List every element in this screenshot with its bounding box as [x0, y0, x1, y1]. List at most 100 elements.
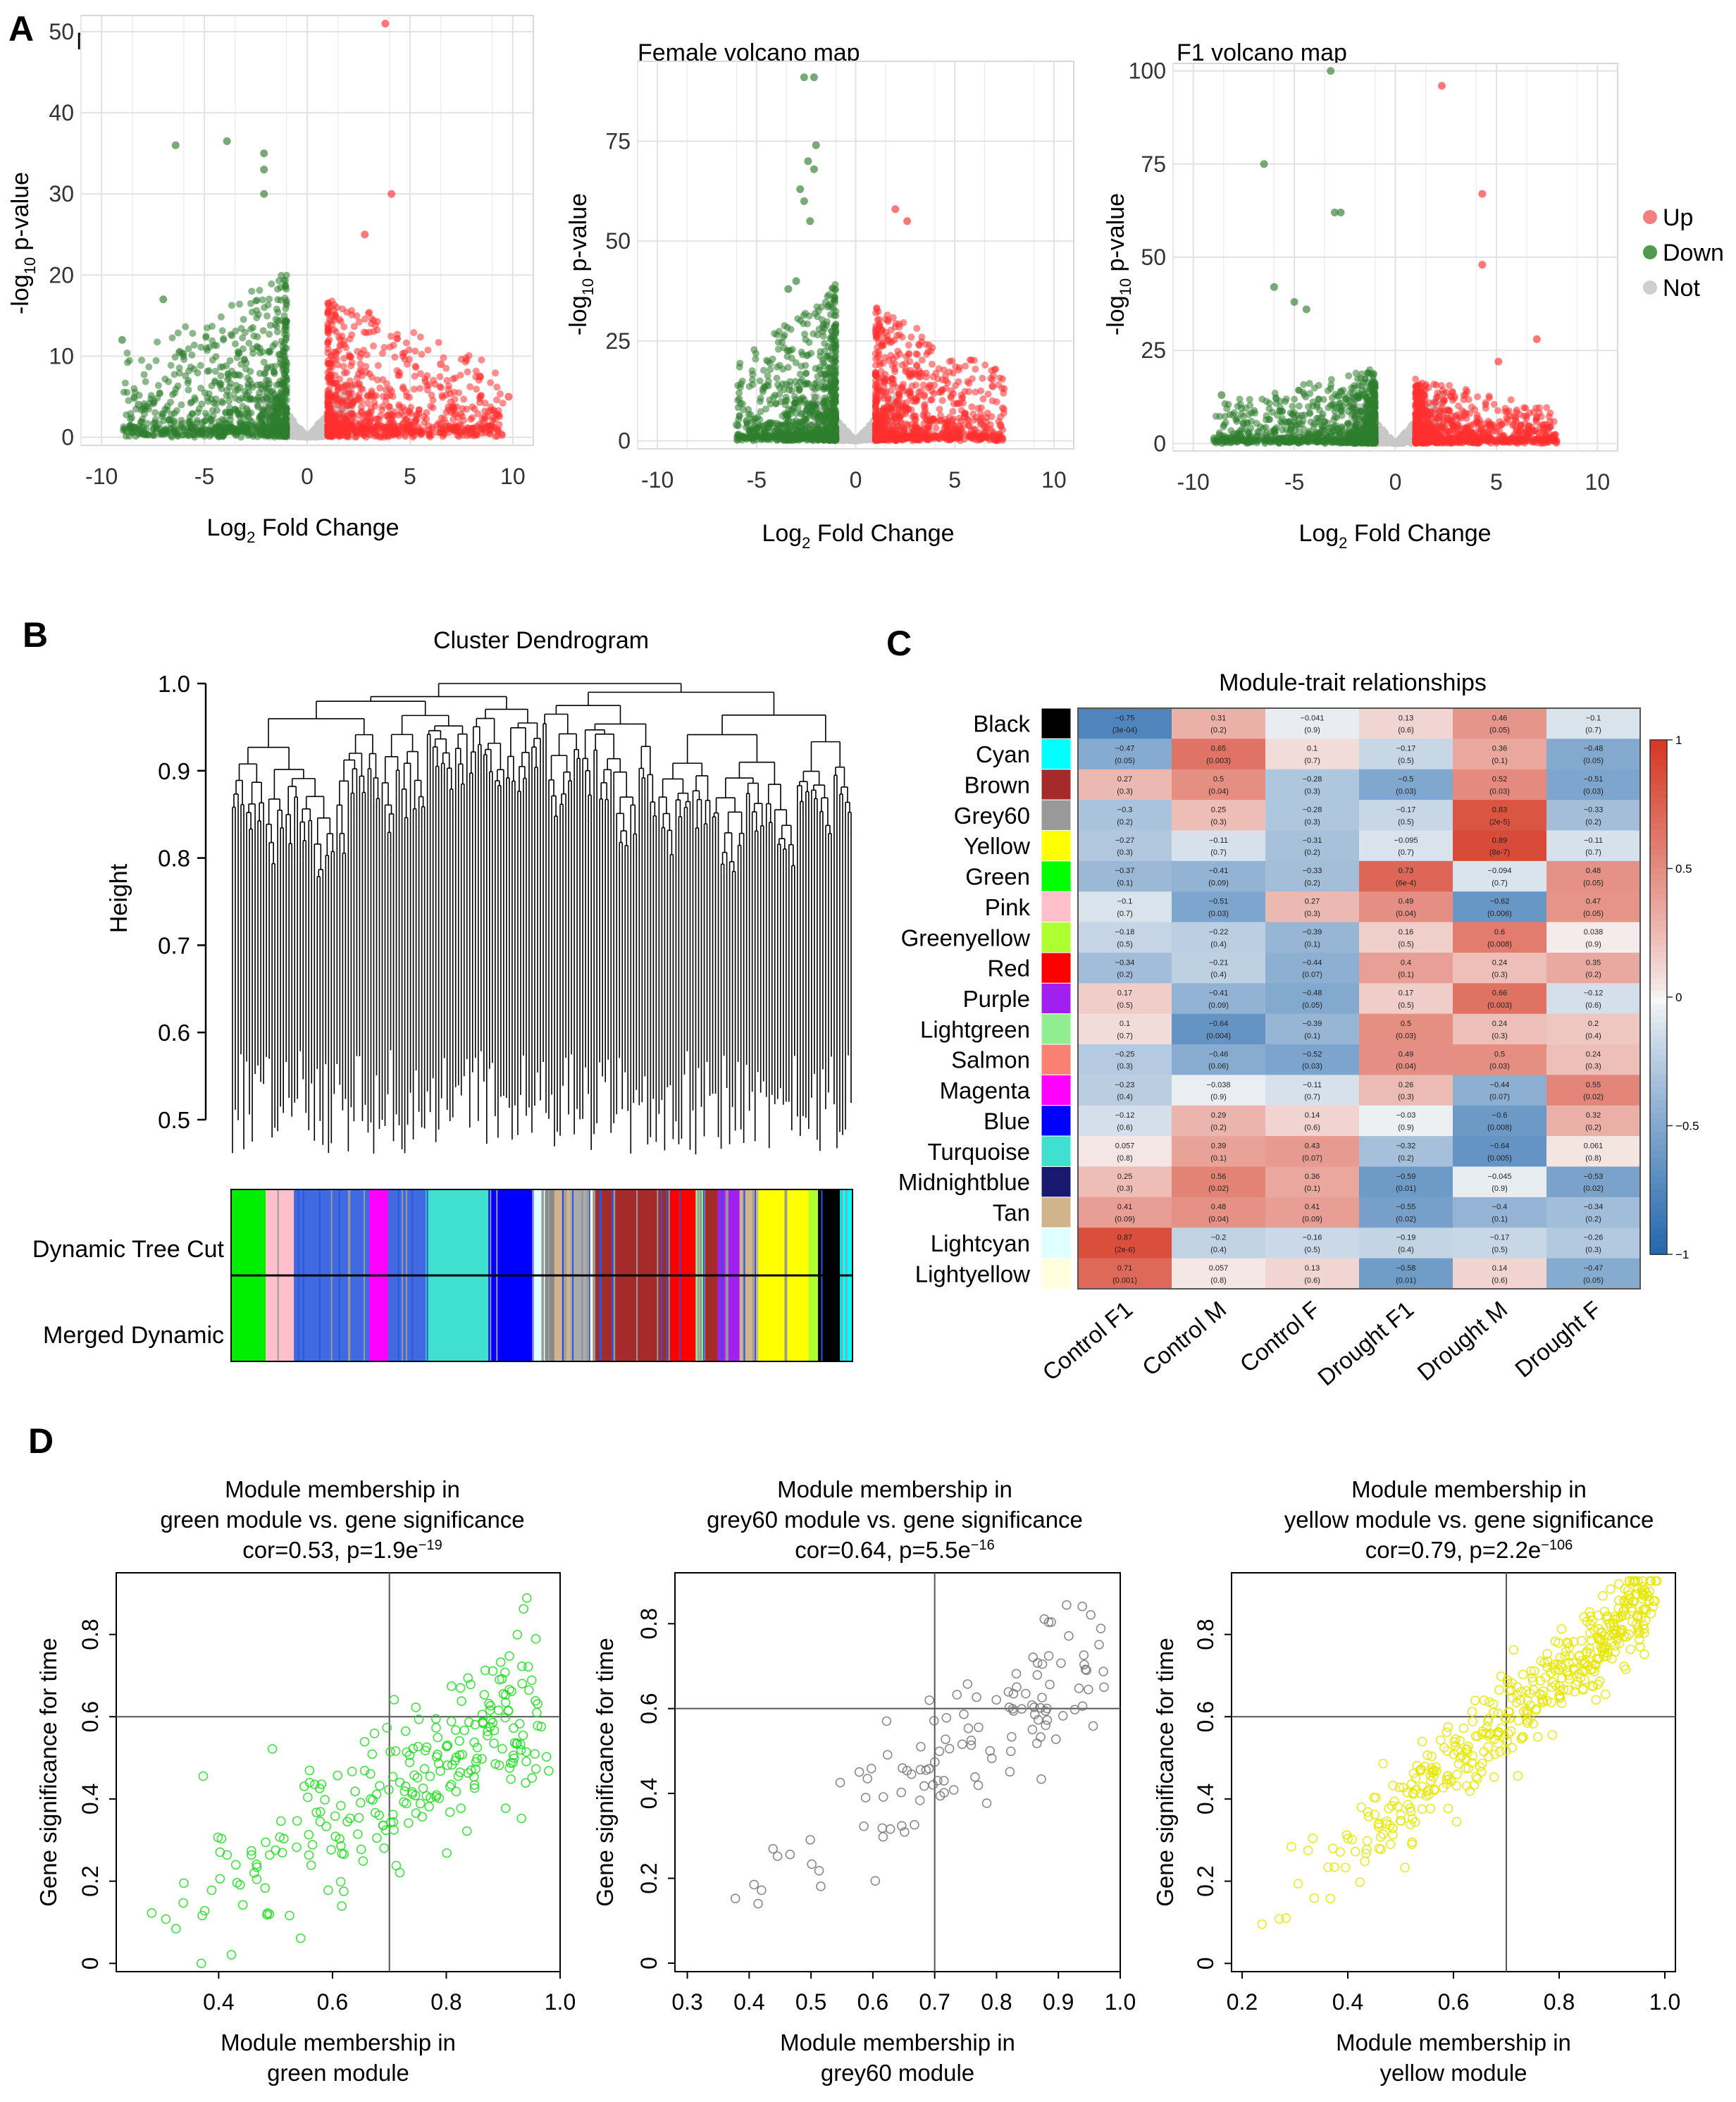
down-point	[822, 412, 830, 420]
up-point	[948, 387, 955, 395]
down-point	[171, 353, 179, 361]
up-point	[352, 430, 360, 438]
outlier-point	[118, 335, 126, 344]
up-point	[402, 388, 410, 396]
down-point	[752, 415, 760, 423]
up-point	[995, 381, 1003, 389]
down-point	[188, 421, 196, 429]
up-point	[353, 374, 361, 382]
down-point	[278, 271, 285, 279]
down-point	[750, 346, 758, 354]
down-point	[211, 367, 219, 375]
up-point	[929, 415, 936, 423]
down-point	[180, 350, 187, 357]
up-point	[487, 379, 495, 387]
down-point	[225, 383, 233, 391]
up-point	[399, 352, 407, 360]
up-point	[378, 350, 386, 357]
up-point	[388, 412, 396, 420]
up-point	[435, 338, 442, 346]
outlier-point	[796, 185, 805, 193]
up-point	[380, 344, 388, 352]
down-point	[125, 397, 132, 404]
outlier-point	[891, 205, 900, 214]
down-point	[258, 428, 266, 436]
up-point	[900, 436, 907, 444]
outlier-point	[812, 141, 820, 149]
x-tick-label: -10	[641, 467, 674, 493]
down-point	[226, 357, 234, 364]
up-point	[402, 339, 410, 347]
down-point	[807, 350, 815, 357]
outlier-point	[260, 166, 268, 174]
down-point	[188, 351, 196, 359]
up-point	[469, 425, 476, 433]
up-point	[338, 404, 346, 412]
down-point	[266, 295, 273, 303]
down-point	[202, 333, 210, 341]
not-point	[845, 435, 852, 443]
up-point	[363, 351, 371, 359]
up-point	[443, 376, 451, 384]
up-point	[888, 404, 895, 412]
down-point	[818, 383, 826, 390]
down-point	[225, 404, 233, 412]
up-point	[386, 343, 394, 351]
up-point	[383, 392, 391, 400]
down-point	[147, 392, 155, 400]
down-point	[232, 381, 240, 389]
outlier-point	[381, 20, 390, 28]
down-point	[174, 329, 182, 337]
down-point	[249, 350, 257, 357]
up-point	[464, 368, 471, 376]
down-point	[198, 400, 206, 408]
down-point	[166, 425, 174, 433]
up-point	[452, 374, 459, 382]
up-point	[478, 356, 485, 364]
y-axis-label: -log10 p-value	[565, 193, 597, 335]
down-point	[282, 388, 290, 395]
down-point	[283, 432, 290, 440]
down-point	[217, 372, 225, 380]
up-point	[395, 371, 402, 379]
up-point	[899, 381, 907, 388]
up-point	[410, 385, 418, 393]
down-point	[141, 402, 149, 410]
up-point	[905, 351, 912, 359]
up-point	[872, 402, 879, 409]
up-point	[348, 311, 356, 319]
up-point	[952, 363, 960, 371]
y-tick-label: 20	[49, 262, 74, 288]
x-tick-label: 10	[1585, 469, 1611, 495]
up-point	[333, 419, 341, 427]
up-point	[336, 375, 344, 383]
down-point	[785, 347, 793, 354]
down-point	[120, 423, 128, 431]
up-point	[928, 360, 936, 368]
outlier-point	[260, 149, 268, 158]
up-point	[872, 309, 880, 317]
down-point	[203, 324, 211, 332]
x-axis-label-main: Log	[206, 514, 247, 541]
down-point	[240, 316, 247, 323]
up-point	[907, 434, 915, 442]
outlier-point	[476, 372, 484, 381]
down-point	[218, 385, 225, 392]
x-axis-label-rest: Fold Change	[810, 520, 954, 547]
up-point	[485, 426, 493, 434]
down-point	[209, 429, 216, 437]
up-point	[335, 385, 342, 392]
up-point	[439, 393, 447, 401]
up-point	[387, 333, 395, 340]
up-point	[889, 355, 897, 363]
up-point	[970, 416, 978, 424]
down-point	[773, 374, 781, 382]
down-point	[831, 377, 839, 385]
outlier-point	[806, 217, 814, 225]
up-point	[366, 424, 373, 431]
outlier-point	[810, 165, 818, 173]
up-point	[366, 414, 374, 421]
up-point	[983, 419, 991, 426]
up-point	[879, 406, 887, 414]
y-tick-label: 30	[49, 181, 74, 206]
